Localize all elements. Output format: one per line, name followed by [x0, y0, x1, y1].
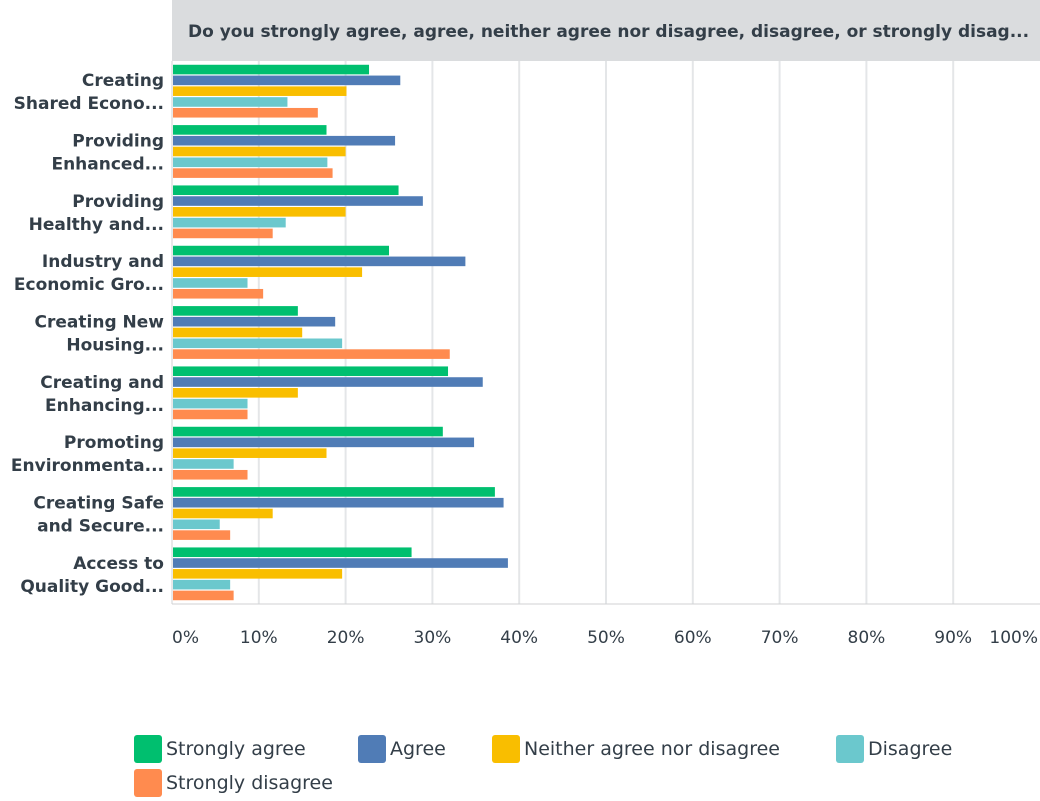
bar[interactable] [173, 590, 234, 601]
legend-label: Neither agree nor disagree [524, 738, 780, 760]
category-label: Creating New Housing... [35, 313, 165, 356]
bar[interactable] [173, 437, 475, 448]
bar[interactable] [173, 497, 504, 508]
bar[interactable] [173, 146, 346, 157]
bar[interactable] [173, 508, 273, 519]
bar[interactable] [173, 256, 466, 267]
x-tick-label: 30% [414, 628, 452, 648]
legend-label: Agree [390, 738, 446, 760]
title-band [172, 0, 1040, 61]
legend-item[interactable]: Neither agree nor disagree [492, 735, 780, 763]
bar[interactable] [173, 409, 248, 420]
bar[interactable] [173, 135, 396, 146]
category-label: Creating Shared Econo... [14, 71, 164, 114]
bar[interactable] [173, 519, 220, 530]
x-tick-label: 90% [934, 628, 972, 648]
category-label: Promoting Environmenta... [11, 433, 164, 476]
bar[interactable] [173, 377, 483, 387]
bar[interactable] [173, 168, 333, 178]
bar[interactable] [173, 338, 343, 349]
bar[interactable] [173, 217, 286, 228]
bar[interactable] [173, 366, 449, 377]
legend-item[interactable]: Strongly agree [134, 735, 306, 763]
x-axis-ticks: 0% 10% 20% 30% 40% 50% 60% 70% 80% 90% 100% [172, 628, 1038, 648]
legend-swatch [358, 735, 386, 763]
x-tick-label: 20% [327, 628, 365, 648]
legend-swatch [134, 769, 162, 797]
legend-swatch [134, 735, 162, 763]
legend-label: Strongly agree [166, 738, 306, 760]
bar[interactable] [173, 558, 508, 568]
bar[interactable] [173, 64, 370, 75]
bars [173, 64, 508, 601]
bar[interactable] [173, 75, 401, 86]
bar[interactable] [173, 316, 336, 327]
legend-label: Strongly disagree [166, 772, 333, 794]
bar[interactable] [173, 306, 298, 316]
category-label: Creating and Enhancing... [40, 373, 164, 416]
bar[interactable] [173, 547, 412, 558]
legend-item[interactable]: Agree [358, 735, 446, 763]
legend-swatch [836, 735, 864, 763]
bar[interactable] [173, 469, 248, 480]
bar[interactable] [173, 245, 389, 256]
category-label: Industry and Economic Gro... [14, 252, 164, 295]
chart-title: Do you strongly agree, agree, neither ag… [188, 22, 1029, 42]
bar[interactable] [173, 157, 328, 168]
category-label: Providing Enhanced... [51, 132, 164, 175]
bar[interactable] [173, 288, 264, 299]
bar[interactable] [173, 487, 495, 497]
bar[interactable] [173, 327, 303, 338]
bar[interactable] [173, 97, 288, 107]
bar[interactable] [173, 579, 231, 590]
legend-item[interactable]: Disagree [836, 735, 952, 763]
x-tick-label: 70% [761, 628, 799, 648]
bar[interactable] [173, 207, 346, 217]
bar[interactable] [173, 398, 248, 409]
bar[interactable] [173, 459, 234, 469]
bar[interactable] [173, 267, 363, 277]
legend-item[interactable]: Strongly disagree [134, 769, 333, 797]
bar[interactable] [173, 196, 423, 206]
bar[interactable] [173, 426, 443, 437]
x-tick-label: 10% [240, 628, 278, 648]
bar[interactable] [173, 448, 327, 458]
x-tick-label: 0% [172, 628, 199, 648]
category-labels: Creating Shared Econo... Providing Enhanced… [11, 71, 164, 597]
bar[interactable] [173, 278, 248, 288]
bar[interactable] [173, 86, 347, 96]
legend-label: Disagree [868, 738, 953, 760]
bar[interactable] [173, 228, 273, 239]
bar[interactable] [173, 569, 343, 579]
bar[interactable] [173, 388, 298, 398]
x-tick-label: 100% [989, 628, 1038, 648]
grid-lines [171, 61, 1040, 605]
x-tick-label: 60% [674, 628, 712, 648]
bar[interactable] [173, 349, 450, 359]
bar[interactable] [173, 530, 231, 540]
category-label: Access to Quality Good... [20, 554, 164, 597]
bar[interactable] [173, 185, 399, 196]
x-tick-label: 40% [500, 628, 538, 648]
category-label: Creating Safe and Secure... [33, 494, 164, 537]
bar[interactable] [173, 125, 327, 135]
x-tick-label: 80% [848, 628, 886, 648]
legend-swatch [492, 735, 520, 763]
category-label: Providing Healthy and... [29, 192, 164, 235]
x-tick-label: 50% [587, 628, 625, 648]
bar[interactable] [173, 107, 318, 118]
